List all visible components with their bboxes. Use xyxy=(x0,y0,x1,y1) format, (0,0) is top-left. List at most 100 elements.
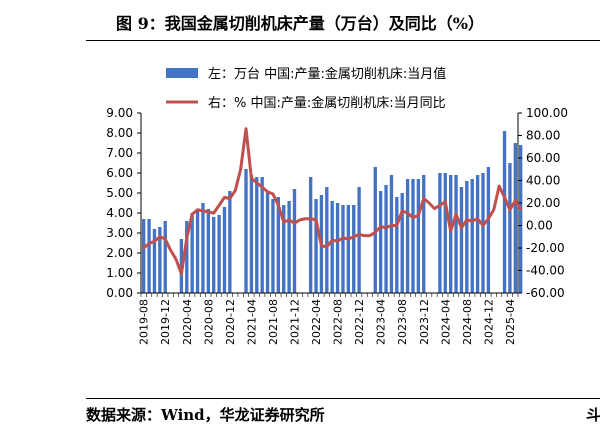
bar xyxy=(185,221,189,293)
x-axis-tick-label: 2020-08 xyxy=(202,299,215,345)
bar xyxy=(470,179,474,293)
legend-line-label: 右：% 中国:产量:金属切削机床:当月同比 xyxy=(208,95,446,111)
right-axis-tick-label: 40.00 xyxy=(526,174,560,188)
left-axis-tick-label: 5.00 xyxy=(106,186,133,200)
right-axis-tick-label: 60.00 xyxy=(526,151,560,165)
source-text: 数据来源：Wind，华龙证券研究所 xyxy=(86,406,325,424)
bar xyxy=(265,191,270,293)
x-axis-tick-label: 2021-12 xyxy=(288,299,301,345)
x-axis-tick-label: 2021-04 xyxy=(245,299,258,345)
x-axis-tick-label: 2021-08 xyxy=(267,299,280,345)
bar xyxy=(459,187,464,293)
bar xyxy=(217,215,221,293)
bar xyxy=(475,175,480,293)
x-axis-tick-label: 2022-08 xyxy=(332,299,345,345)
bar xyxy=(147,219,151,293)
left-axis-tick-label: 8.00 xyxy=(106,126,133,140)
bar xyxy=(416,179,421,293)
right-axis-tick-label: -40.00 xyxy=(526,264,565,278)
bar xyxy=(346,205,351,293)
bar xyxy=(481,173,485,293)
bar xyxy=(244,169,248,293)
bar xyxy=(384,185,388,293)
bar xyxy=(454,175,458,293)
bar xyxy=(276,197,281,293)
bar-series xyxy=(142,131,523,293)
bar xyxy=(201,203,205,293)
bar xyxy=(405,179,410,293)
x-axis-tick-label: 2020-04 xyxy=(181,299,194,345)
left-axis-tick-label: 0.00 xyxy=(106,286,133,300)
bar xyxy=(222,207,227,293)
x-axis-tick-label: 2023-04 xyxy=(375,299,388,345)
legend: 左：万台 中国:产量:金属切削机床:当月值 右：% 中国:产量:金属切削机床:当… xyxy=(166,66,446,111)
right-axis-tick-label: 0.00 xyxy=(526,219,553,233)
right-axis-tick-label: 80.00 xyxy=(526,129,560,143)
axes: 0.00 1.00 2.00 3.00 4.00 5.00 6.00 7.00 8.00 9.00… xyxy=(106,106,568,345)
title-rule xyxy=(86,40,600,41)
legend-bar-swatch xyxy=(166,68,198,78)
bar xyxy=(190,213,194,293)
cut-edge-glyph: 斗 xyxy=(586,406,600,424)
bar xyxy=(508,163,512,293)
x-axis-tick-label: 2024-12 xyxy=(482,299,495,345)
x-axis-tick-label: 2024-04 xyxy=(439,299,452,345)
bar xyxy=(314,199,318,293)
bar xyxy=(422,175,426,293)
bar xyxy=(282,205,286,293)
x-axis-tick-label: 2022-12 xyxy=(353,299,366,345)
bar xyxy=(357,187,361,293)
bar xyxy=(158,227,162,293)
bar xyxy=(341,205,345,293)
right-axis-tick-label: -20.00 xyxy=(526,241,565,255)
bar xyxy=(389,175,394,293)
bar xyxy=(325,187,329,293)
right-axis-tick-label: 100.00 xyxy=(526,106,568,120)
x-axis-tick-label: 2019-08 xyxy=(138,299,151,345)
bar xyxy=(255,177,259,293)
bar xyxy=(519,145,523,293)
bar xyxy=(228,191,232,293)
bar xyxy=(411,179,415,293)
left-axis-tick-label: 9.00 xyxy=(106,106,133,120)
bar xyxy=(335,203,340,293)
bar xyxy=(438,173,442,293)
bar xyxy=(308,177,313,293)
bar xyxy=(195,209,200,293)
right-axis-tick-label: 20.00 xyxy=(526,196,560,210)
left-axis-tick-label: 4.00 xyxy=(106,206,133,220)
x-axis-tick-label: 2023-12 xyxy=(418,299,431,345)
bar xyxy=(443,173,447,293)
x-axis-tick-label: 2020-12 xyxy=(224,299,237,345)
bar xyxy=(352,205,356,293)
bar xyxy=(292,189,297,293)
bar xyxy=(395,197,399,293)
x-axis-tick-label: 2022-04 xyxy=(310,299,323,345)
bar xyxy=(249,175,254,293)
bar xyxy=(260,177,264,293)
figure-title: 图 9：我国金属切削机床产量（万台）及同比（%） xyxy=(116,14,484,33)
bar xyxy=(513,143,517,293)
bar xyxy=(449,175,453,293)
source-rule xyxy=(86,398,600,399)
bar xyxy=(465,181,469,293)
bar xyxy=(271,199,275,293)
left-axis-tick-label: 2.00 xyxy=(106,246,133,260)
bar xyxy=(212,217,216,293)
x-axis-tick-label: 2024-08 xyxy=(461,299,474,345)
bar xyxy=(400,193,404,293)
bar xyxy=(378,191,383,293)
bar xyxy=(373,167,377,293)
left-axis-tick-label: 6.00 xyxy=(106,166,133,180)
bar xyxy=(152,229,157,293)
bar xyxy=(142,219,146,293)
x-axis-tick-label: 2019-12 xyxy=(159,299,172,345)
bar xyxy=(206,209,210,293)
left-axis-tick-label: 1.00 xyxy=(106,266,133,280)
right-axis-tick-label: -60.00 xyxy=(526,286,565,300)
bar xyxy=(486,167,491,293)
bar xyxy=(287,201,291,293)
bar xyxy=(163,221,167,293)
bar xyxy=(502,131,507,293)
